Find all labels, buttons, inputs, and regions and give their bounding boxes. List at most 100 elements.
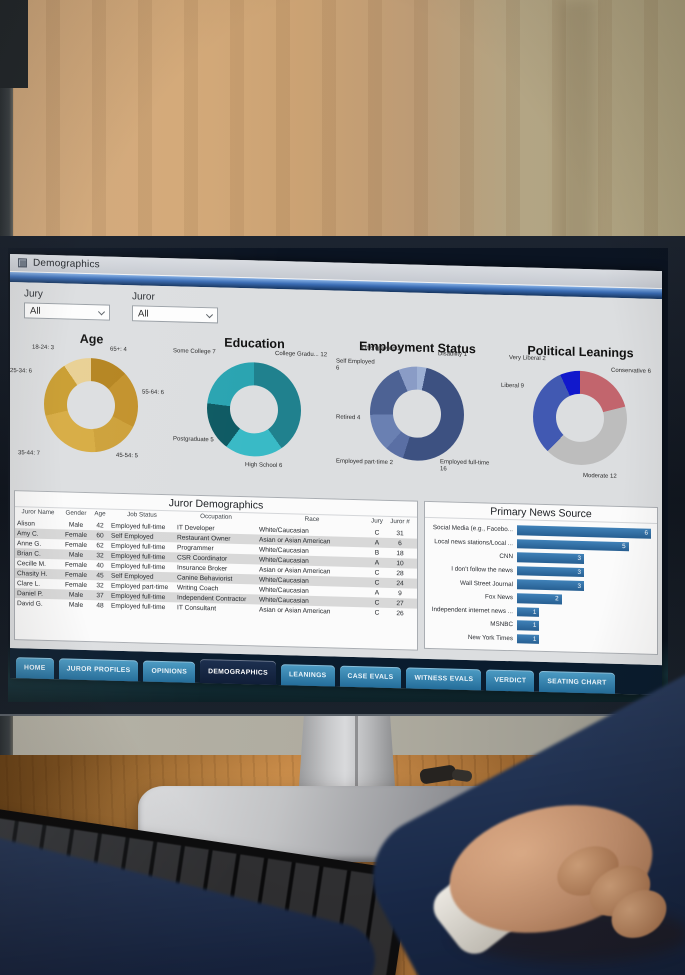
tab-witness-evals[interactable]: WITNESS EVALS: [406, 667, 482, 691]
tab-verdict[interactable]: VERDICT: [486, 669, 535, 692]
table-cell: Asian or Asian American: [259, 606, 331, 615]
table-cell: 18: [396, 549, 404, 557]
tab-leanings[interactable]: LEANINGS: [280, 664, 335, 687]
bar-label: I don't follow the news: [451, 565, 513, 575]
tab-juror-profiles[interactable]: JUROR PROFILES: [58, 658, 139, 682]
bar-track: 1: [517, 606, 651, 620]
filter-row: Jury All Juror All: [24, 288, 218, 324]
bar-value: 6: [644, 529, 648, 538]
table-cell: C: [374, 599, 380, 607]
table-cell: 6: [398, 539, 402, 547]
table-cell: 10: [396, 559, 404, 567]
table-cell: 42: [96, 521, 104, 529]
bar-label: CNN: [499, 553, 513, 561]
column-header: Juror #: [390, 517, 410, 526]
age-chart: Age 65+: 4 55-64: 6 45-54: 5 35-44: 7 25-34:…: [10, 328, 173, 492]
bar[interactable]: 3: [517, 566, 584, 578]
tab-home[interactable]: HOME: [16, 657, 54, 680]
education-chart: Education College Gradu... 12 High School…: [173, 332, 336, 496]
slice-label: Unemployed 2: [362, 345, 401, 353]
bar-label: Wall Street Journal: [460, 579, 513, 588]
bar-value: 3: [577, 555, 581, 563]
table-cell: 32: [96, 581, 104, 589]
slice-label: Disability 1: [438, 351, 468, 358]
donut-chart-row: Age 65+: 4 55-64: 6 45-54: 5 35-44: 7 25-34:…: [10, 328, 662, 505]
juror-filter-select[interactable]: All: [132, 305, 218, 324]
table-cell: 45: [96, 571, 104, 579]
column-header: Age: [94, 510, 106, 518]
wall-shadow-band: [560, 0, 594, 250]
bar-track: 3: [517, 579, 651, 593]
bar-track: 2: [517, 593, 651, 606]
table-cell: B: [374, 549, 380, 557]
bar[interactable]: 1: [517, 634, 540, 645]
column-header: Gender: [65, 509, 87, 518]
app-window: Demographics Jury All Juror: [10, 254, 662, 696]
bar[interactable]: 1: [517, 620, 540, 631]
bar[interactable]: 1: [517, 606, 540, 617]
employment-donut[interactable]: [370, 365, 464, 462]
table-cell: Male: [68, 601, 84, 609]
monitor: Demographics Jury All Juror: [0, 236, 685, 716]
table-cell: David G.: [17, 599, 43, 608]
slice-label: 18-24: 3: [32, 344, 55, 352]
jury-filter-select[interactable]: All: [24, 302, 110, 321]
table-cell: 40: [96, 561, 104, 569]
chevron-down-icon: [97, 307, 106, 315]
monitor-stand-neck: [298, 702, 396, 800]
jury-filter-label: Jury: [24, 288, 43, 300]
slice-label: 25-34: 6: [10, 368, 33, 375]
door-frame-corner: [0, 0, 28, 88]
slice-label: College Gradu... 12: [275, 350, 328, 359]
table-body: Alison Male 42 Employed full-time IT Develop…: [15, 518, 417, 619]
bar-value: 1: [532, 635, 537, 643]
slice-label: High School 6: [245, 462, 283, 470]
table-cell: C: [374, 569, 380, 577]
table-cell: 27: [396, 599, 404, 607]
bar[interactable]: 3: [517, 552, 584, 564]
slice-label: Employed full-time 16: [440, 459, 490, 472]
political-donut[interactable]: [533, 369, 627, 467]
monitor-bottom-edge: [0, 714, 685, 716]
table-cell: 24: [396, 579, 404, 587]
bar[interactable]: 5: [517, 538, 629, 552]
slice-label: 65+: 4: [110, 346, 127, 354]
window-title: Demographics: [33, 257, 100, 271]
column-header: Jury: [371, 517, 383, 525]
table-cell: 48: [96, 601, 104, 609]
tab-case-evals[interactable]: CASE EVALS: [339, 665, 402, 689]
table-cell: C: [374, 529, 380, 537]
juror-filter-label: Juror: [132, 291, 155, 303]
dashboard-content: Jury All Juror All: [10, 282, 662, 666]
slice-label: Very Liberal 2: [509, 355, 546, 363]
slice-label: Conservative 6: [611, 367, 652, 375]
bar[interactable]: 3: [517, 579, 584, 591]
tab-seating-chart[interactable]: SEATING CHART: [539, 670, 615, 694]
bar-value: 5: [622, 542, 626, 551]
age-donut[interactable]: [44, 356, 138, 454]
bar-track: 3: [517, 552, 651, 566]
bar-value: 2: [555, 595, 559, 603]
table-cell: C: [374, 609, 380, 617]
bar-track: 1: [517, 634, 651, 647]
bar-label: Local news stations/Local ...: [434, 537, 513, 548]
table-cell: C: [374, 579, 380, 587]
bar-label: Independent internet news ...: [431, 605, 513, 616]
employment-chart-title: Employment Status: [359, 339, 476, 357]
bar-value: 1: [532, 622, 537, 630]
table-cell: 60: [96, 531, 104, 539]
tab-demographics[interactable]: DEMOGRAPHICS: [200, 658, 276, 685]
table-cell: 32: [96, 551, 104, 559]
education-donut[interactable]: [207, 361, 301, 458]
table-cell: 37: [96, 591, 104, 599]
table-cell: A: [374, 589, 380, 597]
bar[interactable]: 6: [517, 525, 651, 539]
bar[interactable]: 2: [517, 593, 562, 604]
tab-opinions[interactable]: OPINIONS: [143, 660, 196, 683]
slice-label: Postgraduate 5: [173, 436, 214, 444]
table-cell: 26: [396, 609, 404, 617]
juror-table-panel: Juror Demographics Juror Name Gender Age Jo…: [14, 490, 418, 651]
table-cell: IT Consultant: [177, 603, 217, 612]
bar-track: 3: [517, 566, 651, 579]
